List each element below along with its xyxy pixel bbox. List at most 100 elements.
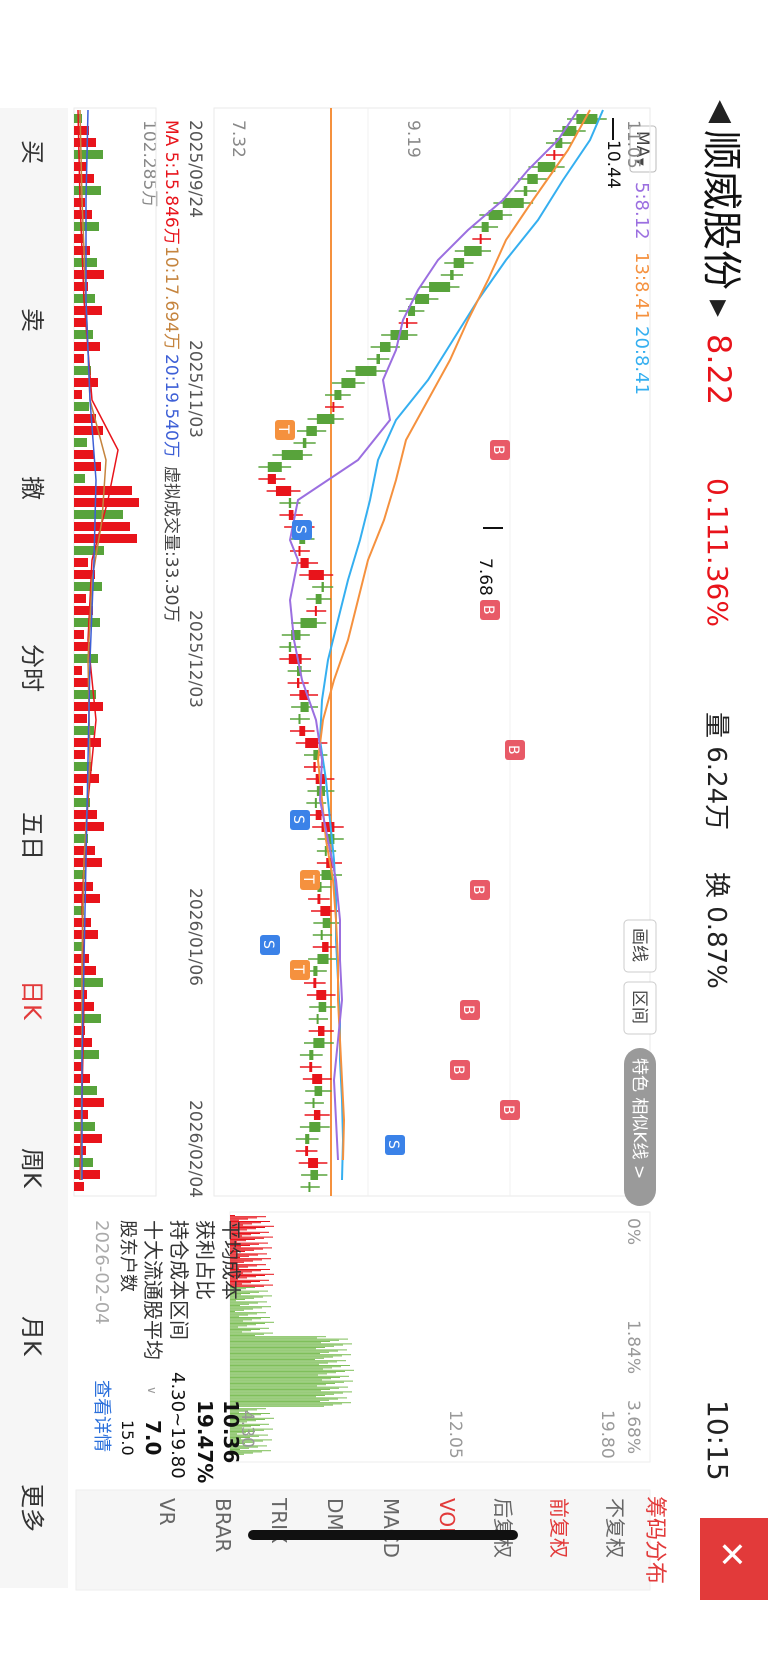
interval-button[interactable] — [623, 981, 657, 1035]
chip-bar — [230, 1291, 259, 1293]
volume-bar — [74, 282, 88, 291]
volume-bar — [74, 426, 103, 435]
indicator-option[interactable]: MACD — [379, 1498, 403, 1558]
chip-bar — [230, 1389, 330, 1390]
clock-time: 10:15 — [701, 1400, 734, 1481]
candle-body — [314, 798, 317, 808]
feature-button[interactable] — [624, 1048, 656, 1206]
chip-panel-title[interactable]: 筹码分布 — [642, 1496, 667, 1584]
candle-body — [300, 702, 309, 712]
candle-body — [464, 246, 482, 256]
chip-bar — [230, 1391, 352, 1393]
tab-8[interactable]: 更多 — [18, 1484, 46, 1532]
avg-cost-label: 平均成本 — [219, 1220, 243, 1300]
chip-detail-link[interactable]: 查看详情 — [91, 1380, 112, 1452]
stock-switch-icon[interactable]: ▶ — [706, 300, 731, 317]
volume-bar — [74, 690, 96, 699]
tab-1[interactable]: 卖 — [18, 308, 46, 332]
volume-bar — [74, 318, 86, 327]
volume-bar — [74, 678, 89, 687]
chip-bar — [230, 1331, 242, 1333]
candle-body — [308, 1158, 319, 1168]
tab-7[interactable]: 月K — [18, 1316, 46, 1357]
chip-date: 2026-02-04 — [91, 1220, 112, 1325]
chip-bar — [230, 1315, 239, 1317]
indicator-option[interactable]: 后复权 — [491, 1498, 515, 1558]
volume-bar — [74, 1158, 93, 1167]
volume-bar — [74, 1170, 100, 1179]
back-arrow-icon[interactable]: ◀ — [704, 100, 739, 123]
volume-bar — [74, 666, 82, 675]
chip-bar — [230, 1241, 237, 1243]
chip-bar — [230, 1263, 235, 1264]
top10-value: 7.0 — [141, 1420, 165, 1455]
candle-body — [379, 342, 391, 352]
volume-bar — [74, 822, 104, 831]
indicator-option[interactable]: 前复权 — [547, 1498, 571, 1558]
tab-0[interactable]: 买 — [18, 140, 46, 164]
candle-body — [313, 762, 316, 772]
candle-body — [415, 294, 430, 304]
indicator-option[interactable]: VR — [155, 1498, 179, 1526]
chip-bar — [230, 1393, 334, 1395]
tab-6[interactable]: 周K — [18, 1148, 46, 1189]
chip-bar — [230, 1447, 249, 1449]
volume-chart[interactable] — [73, 107, 157, 1197]
chip-bar — [230, 1270, 261, 1272]
chip-bar — [230, 1222, 261, 1224]
chip-bar — [230, 1367, 332, 1369]
close-icon: ✕ — [711, 1540, 751, 1569]
chip-bar — [230, 1339, 339, 1341]
chip-bar — [230, 1351, 329, 1353]
drawing-button[interactable] — [623, 919, 657, 973]
signal-sell-marker — [385, 1135, 405, 1155]
candle-body — [355, 366, 377, 376]
volume-bar — [74, 858, 102, 867]
indicator-option[interactable]: 不复权 — [603, 1498, 627, 1558]
kline-chart[interactable]: B S B B S B S B B B S T T T — [213, 107, 651, 1197]
candle-body — [318, 1002, 327, 1012]
chip-distribution[interactable]: 0% 1.84% 3.68% 19.80 12.05 4.30 — [229, 1211, 651, 1463]
signal-buy-marker — [480, 600, 500, 620]
chip-bar — [230, 1369, 354, 1371]
volume-bar — [74, 1050, 99, 1059]
chip-bar — [230, 1299, 245, 1300]
chip-bar — [230, 1245, 250, 1246]
chip-pct-0: 0% — [623, 1218, 643, 1245]
chip-bar — [230, 1321, 274, 1323]
chip-bar — [230, 1427, 242, 1429]
price-axis-high: 11.05 — [623, 120, 643, 169]
tab-2[interactable]: 撤 — [18, 476, 46, 500]
close-button[interactable] — [700, 1518, 768, 1600]
candle-body — [281, 450, 303, 460]
vol-virtual: 虚拟成交量:33.30万 — [161, 466, 181, 622]
volume-bar — [74, 606, 93, 615]
tab-5[interactable]: 日K — [18, 980, 46, 1021]
chip-bar — [230, 1223, 252, 1225]
candle-body — [324, 846, 327, 856]
chip-bar — [230, 1297, 254, 1299]
chip-bar — [230, 1252, 236, 1254]
tab-4[interactable]: 五日 — [18, 812, 46, 860]
chip-bar — [230, 1217, 257, 1219]
chip-bar — [230, 1409, 257, 1411]
signal-buy-marker — [460, 1000, 480, 1020]
profit-label: 获利占比 — [193, 1220, 217, 1300]
candle-body — [320, 906, 331, 916]
chip-bar — [230, 1387, 339, 1389]
volume-bar — [74, 750, 85, 759]
chip-bar — [230, 1426, 251, 1428]
chip-bar — [230, 1396, 316, 1398]
indicator-option[interactable]: BRAR — [211, 1498, 235, 1552]
volume-bar — [74, 654, 98, 663]
chip-bar — [230, 1363, 319, 1365]
volume-bar — [74, 1062, 83, 1071]
candle-body — [308, 570, 324, 580]
chip-bar — [230, 1228, 256, 1230]
chip-bar — [230, 1230, 238, 1232]
tab-3[interactable]: 分时 — [18, 644, 46, 692]
candle-body — [553, 150, 556, 160]
stock-name[interactable]: 顺威股份 — [698, 130, 744, 290]
chip-bar — [230, 1317, 270, 1318]
chip-bar — [230, 1422, 238, 1424]
